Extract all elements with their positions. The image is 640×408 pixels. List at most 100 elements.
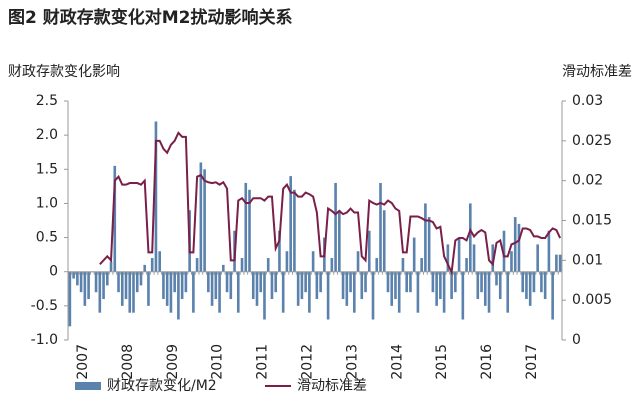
bar — [162, 271, 165, 300]
bar — [356, 251, 360, 272]
bar — [222, 264, 225, 272]
bar — [525, 271, 528, 300]
bar — [371, 271, 375, 320]
x-tick-label: 2013 — [344, 344, 360, 380]
bar — [274, 271, 278, 293]
bar — [390, 271, 394, 306]
bar — [285, 251, 289, 272]
bar — [540, 271, 543, 293]
y2-tick-label: 0.015 — [572, 213, 612, 229]
y-tick-label: 2.5 — [36, 93, 58, 109]
x-tick-label: 2014 — [389, 344, 405, 380]
bar — [420, 258, 423, 272]
bar — [379, 182, 382, 272]
bar — [304, 271, 307, 293]
bar — [412, 237, 416, 272]
bar — [98, 271, 102, 313]
bar — [180, 271, 184, 300]
bar — [248, 189, 251, 272]
chart-title: 图2 财政存款变化对M2扰动影响关系 — [8, 7, 293, 28]
bar — [375, 258, 379, 272]
bar — [236, 271, 240, 313]
bar — [405, 271, 408, 293]
bar — [117, 271, 120, 293]
y2-tick-label: 0.005 — [572, 292, 612, 308]
bar — [281, 271, 285, 313]
y-tick-label: -1.0 — [31, 332, 58, 348]
bar — [409, 271, 412, 293]
x-tick-label: 2009 — [165, 344, 181, 380]
bar — [210, 271, 214, 306]
bar — [465, 258, 468, 272]
bar — [195, 258, 199, 272]
x-tick-label: 2015 — [434, 344, 450, 380]
bar — [330, 258, 334, 272]
bar — [491, 244, 495, 272]
y2-tick-label: 0.025 — [572, 133, 612, 149]
bar — [165, 271, 169, 306]
bar — [502, 230, 506, 272]
bar — [555, 254, 558, 272]
bar — [442, 271, 446, 313]
bar — [334, 182, 337, 272]
bar — [270, 271, 274, 300]
bar — [315, 271, 319, 300]
y-tick-label: 2.0 — [36, 127, 58, 143]
bar — [450, 271, 453, 300]
bar — [558, 254, 562, 272]
bar — [439, 271, 442, 300]
bar — [76, 271, 79, 286]
legend-swatch — [75, 382, 101, 390]
bar — [457, 237, 461, 272]
x-tick-label: 2010 — [210, 344, 226, 380]
bar — [225, 271, 229, 293]
y-tick-label: 1.0 — [36, 195, 58, 211]
bar — [341, 271, 345, 300]
bar — [207, 271, 210, 293]
bar — [469, 203, 472, 272]
bar — [498, 271, 502, 300]
bar — [169, 271, 173, 313]
bar — [517, 223, 521, 272]
bar — [128, 271, 132, 313]
bar — [139, 271, 143, 286]
bar — [300, 271, 304, 300]
bar — [229, 271, 233, 300]
bar — [158, 251, 161, 272]
bar — [203, 169, 206, 272]
x-tick-label: 2012 — [300, 344, 316, 380]
bar — [192, 271, 195, 313]
bar — [120, 271, 124, 306]
y-tick-label: 0.5 — [36, 230, 58, 246]
y-tick-label: 1.5 — [36, 161, 58, 177]
x-tick-label: 2017 — [524, 344, 540, 380]
bar — [551, 271, 554, 320]
legend-label: 滑动标准差 — [297, 377, 367, 394]
y2-tick-label: 0.03 — [572, 93, 603, 109]
bar — [521, 271, 525, 293]
bar — [289, 176, 292, 272]
bar — [143, 264, 147, 272]
bar — [547, 230, 551, 272]
bar — [293, 189, 296, 272]
bar — [87, 271, 90, 300]
bar — [218, 271, 221, 313]
bar — [113, 165, 117, 272]
bar — [364, 271, 367, 293]
bar — [177, 271, 180, 320]
bar — [296, 271, 300, 306]
bar — [454, 271, 457, 293]
bar — [124, 271, 128, 300]
bar — [154, 121, 158, 272]
y-axis-label: 财政存款变化影响 — [8, 64, 120, 80]
bar — [135, 271, 139, 293]
bar — [431, 271, 435, 293]
bar — [401, 258, 405, 272]
bar — [79, 271, 83, 293]
bar — [105, 271, 109, 286]
bar — [83, 271, 87, 306]
bar — [244, 182, 248, 272]
bar — [424, 203, 427, 272]
bar — [251, 271, 255, 300]
